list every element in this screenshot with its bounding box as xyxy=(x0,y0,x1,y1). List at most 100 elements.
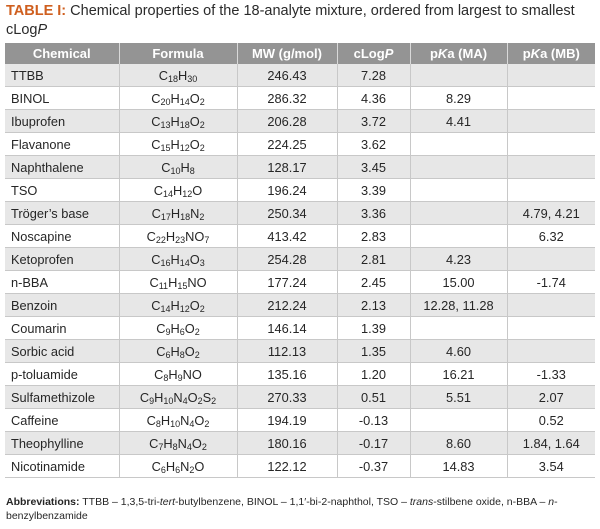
formula-cell: C9H6O2 xyxy=(119,316,238,340)
table-row: TSO C14H12O 196.24 3.39 xyxy=(5,178,595,202)
formula-cell: C9H10N4O2S2 xyxy=(119,385,238,409)
table-row: Sorbic acid C6H8O2 112.13 1.35 4.60 xyxy=(5,339,595,363)
pka-mb-cell: 4.79, 4.21 xyxy=(507,201,595,225)
pka-mb-cell: 2.07 xyxy=(507,385,595,409)
mw-cell: 250.34 xyxy=(237,201,338,225)
pka-ma-cell xyxy=(410,64,508,87)
header-formula: Formula xyxy=(119,43,238,64)
formula-cell: C15H12O2 xyxy=(119,132,238,156)
pka-ma-cell: 8.29 xyxy=(410,86,508,110)
pka-mb-cell xyxy=(507,86,595,110)
pka-mb-cell: -1.74 xyxy=(507,270,595,294)
pka-ma-cell xyxy=(410,316,508,340)
mw-cell: 194.19 xyxy=(237,408,338,432)
formula-cell: C11H15NO xyxy=(119,270,238,294)
mw-cell: 246.43 xyxy=(237,64,338,87)
clogp-cell: 7.28 xyxy=(337,64,411,87)
table-row: Nicotinamide C6H6N2O 122.12 -0.37 14.83 3.54 xyxy=(5,454,595,478)
pka-mb-cell: 3.54 xyxy=(507,454,595,478)
clogp-cell: 2.45 xyxy=(337,270,411,294)
pka-ma-cell: 4.41 xyxy=(410,109,508,133)
table-row: p-toluamide C8H9NO 135.16 1.20 16.21 -1.33 xyxy=(5,362,595,386)
caption-text-italic: P xyxy=(37,22,48,38)
formula-cell: C13H18O2 xyxy=(119,109,238,133)
clogp-cell: 1.20 xyxy=(337,362,411,386)
table-caption: TABLE I: Chemical properties of the 18-a… xyxy=(6,2,594,40)
clogp-cell: 2.81 xyxy=(337,247,411,271)
clogp-cell: 1.39 xyxy=(337,316,411,340)
clogp-cell: -0.37 xyxy=(337,454,411,478)
chemical-name-cell: p-toluamide xyxy=(5,362,120,386)
clogp-cell: -0.13 xyxy=(337,408,411,432)
mw-cell: 413.42 xyxy=(237,224,338,248)
table-row: Tröger’s base C17H18N2 250.34 3.36 4.79, 4.2… xyxy=(5,201,595,225)
abbreviations-note: Abbreviations: TTBB – 1,3,5-tri-tert-but… xyxy=(6,496,558,522)
pka-mb-cell xyxy=(507,178,595,202)
mw-cell: 146.14 xyxy=(237,316,338,340)
chemical-name-cell: Caffeine xyxy=(5,408,120,432)
mw-cell: 177.24 xyxy=(237,270,338,294)
formula-cell: C8H10N4O2 xyxy=(119,408,238,432)
mw-cell: 212.24 xyxy=(237,293,338,317)
formula-cell: C6H6N2O xyxy=(119,454,238,478)
formula-cell: C16H14O3 xyxy=(119,247,238,271)
table-row: Sulfamethizole C9H10N4O2S2 270.33 0.51 5.51 2… xyxy=(5,385,595,409)
clogp-cell: 2.13 xyxy=(337,293,411,317)
mw-cell: 254.28 xyxy=(237,247,338,271)
table-row: Coumarin C9H6O2 146.14 1.39 xyxy=(5,316,595,340)
clogp-cell: 3.39 xyxy=(337,178,411,202)
pka-mb-cell xyxy=(507,339,595,363)
pka-ma-cell: 4.23 xyxy=(410,247,508,271)
pka-mb-cell xyxy=(507,316,595,340)
chemical-name-cell: BINOL xyxy=(5,86,120,110)
formula-cell: C22H23NO7 xyxy=(119,224,238,248)
mw-cell: 286.32 xyxy=(237,86,338,110)
formula-cell: C8H9NO xyxy=(119,362,238,386)
clogp-cell: 0.51 xyxy=(337,385,411,409)
table-row: Theophylline C7H8N4O2 180.16 -0.17 8.60 1.84,… xyxy=(5,431,595,455)
mw-cell: 224.25 xyxy=(237,132,338,156)
pka-mb-cell: -1.33 xyxy=(507,362,595,386)
chemical-name-cell: Coumarin xyxy=(5,316,120,340)
pka-mb-cell xyxy=(507,132,595,156)
mw-cell: 196.24 xyxy=(237,178,338,202)
formula-cell: C14H12O2 xyxy=(119,293,238,317)
mw-cell: 180.16 xyxy=(237,431,338,455)
clogp-cell: 3.45 xyxy=(337,155,411,179)
header-mw: MW (g/mol) xyxy=(237,43,338,64)
formula-cell: C14H12O xyxy=(119,178,238,202)
clogp-cell: 3.36 xyxy=(337,201,411,225)
pka-ma-cell: 4.60 xyxy=(410,339,508,363)
chemical-name-cell: Sorbic acid xyxy=(5,339,120,363)
pka-mb-cell xyxy=(507,155,595,179)
pka-ma-cell: 8.60 xyxy=(410,431,508,455)
clogp-cell: 3.72 xyxy=(337,109,411,133)
chemical-name-cell: Sulfamethizole xyxy=(5,385,120,409)
clogp-cell: 2.83 xyxy=(337,224,411,248)
clogp-cell: 4.36 xyxy=(337,86,411,110)
pka-ma-cell xyxy=(410,178,508,202)
caption-label: TABLE I: xyxy=(6,3,67,19)
pka-ma-cell: 5.51 xyxy=(410,385,508,409)
mw-cell: 135.16 xyxy=(237,362,338,386)
formula-cell: C18H30 xyxy=(119,64,238,87)
header-chemical: Chemical xyxy=(5,43,120,64)
chemical-name-cell: Theophylline xyxy=(5,431,120,455)
clogp-cell: -0.17 xyxy=(337,431,411,455)
mw-cell: 112.13 xyxy=(237,339,338,363)
mw-cell: 128.17 xyxy=(237,155,338,179)
pka-mb-cell: 6.32 xyxy=(507,224,595,248)
table-row: Ketoprofen C16H14O3 254.28 2.81 4.23 xyxy=(5,247,595,271)
table-row: TTBB C18H30 246.43 7.28 xyxy=(5,64,595,87)
pka-ma-cell: 12.28, 11.28 xyxy=(410,293,508,317)
chemical-name-cell: Noscapine xyxy=(5,224,120,248)
chemical-name-cell: TTBB xyxy=(5,64,120,87)
chemical-name-cell: Flavanone xyxy=(5,132,120,156)
pka-ma-cell xyxy=(410,224,508,248)
header-row: Chemical Formula MW (g/mol) cLogP pKa (M… xyxy=(5,43,595,64)
chemical-name-cell: Ibuprofen xyxy=(5,109,120,133)
table-row: Caffeine C8H10N4O2 194.19 -0.13 0.52 xyxy=(5,408,595,432)
pka-ma-cell xyxy=(410,408,508,432)
formula-cell: C10H8 xyxy=(119,155,238,179)
